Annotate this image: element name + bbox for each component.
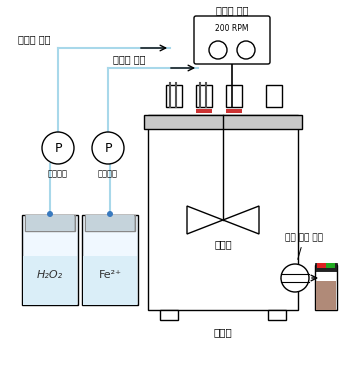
Bar (116, 215, 121, 231)
Text: 반응기: 반응기 (214, 327, 232, 337)
Bar (110, 215, 115, 231)
Bar (226, 109, 242, 113)
Bar (83, 256, 137, 305)
Bar (326, 263, 335, 268)
Bar (25, 215, 75, 231)
Bar (317, 263, 326, 268)
Bar (166, 85, 182, 107)
Bar (98, 215, 104, 231)
Bar (26, 215, 31, 231)
Circle shape (209, 41, 227, 59)
Circle shape (42, 132, 74, 164)
Bar (316, 281, 336, 310)
Bar (196, 85, 212, 107)
Text: 정량펌프: 정량펌프 (98, 170, 118, 178)
Bar (62, 215, 68, 231)
Bar (22, 215, 78, 305)
Bar (92, 215, 98, 231)
Bar (82, 215, 138, 305)
Bar (122, 215, 127, 231)
Text: 촉매제 주입: 촉매제 주입 (113, 54, 146, 64)
Bar (315, 265, 337, 310)
Text: H₂O₂: H₂O₂ (37, 270, 63, 280)
Circle shape (47, 211, 53, 217)
Circle shape (237, 41, 255, 59)
Bar (44, 215, 49, 231)
Text: 시료 채취 밸브: 시료 채취 밸브 (285, 233, 323, 259)
Bar (268, 310, 286, 320)
Bar (148, 115, 298, 310)
Text: 교반기: 교반기 (214, 239, 232, 249)
Bar (85, 215, 135, 231)
Bar (104, 215, 110, 231)
Bar (128, 215, 134, 231)
Bar (68, 215, 73, 231)
Bar (86, 215, 91, 231)
Bar (144, 115, 302, 129)
Text: P: P (104, 141, 112, 154)
Text: P: P (54, 141, 62, 154)
Text: 교반기 모터: 교반기 모터 (216, 5, 248, 15)
Circle shape (281, 264, 309, 292)
Bar (315, 263, 337, 271)
Circle shape (92, 132, 124, 164)
Text: 정량펌프: 정량펌프 (48, 170, 68, 178)
Bar (266, 85, 282, 107)
Polygon shape (223, 206, 259, 234)
Text: 200 RPM: 200 RPM (215, 23, 249, 33)
Bar (50, 215, 56, 231)
Bar (23, 256, 77, 305)
Bar (56, 215, 62, 231)
FancyBboxPatch shape (194, 16, 270, 64)
Bar (32, 215, 37, 231)
Polygon shape (187, 206, 223, 234)
Text: 산화제 주입: 산화제 주입 (18, 34, 51, 44)
Bar (226, 85, 242, 107)
Bar (196, 109, 212, 113)
Bar (38, 215, 43, 231)
Bar (160, 310, 178, 320)
Text: Fe²⁺: Fe²⁺ (99, 270, 121, 280)
Circle shape (107, 211, 113, 217)
